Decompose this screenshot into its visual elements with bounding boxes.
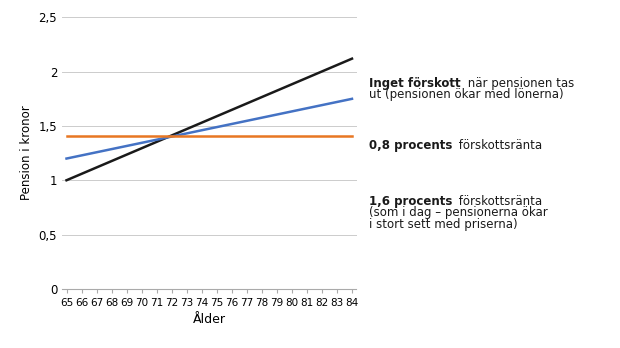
Text: (som i dag – pensionerna ökar: (som i dag – pensionerna ökar [369,206,547,219]
Text: Inget förskott: Inget förskott [369,77,461,89]
Text: förskottsränta: förskottsränta [455,139,542,152]
Text: 1,6 procents: 1,6 procents [369,195,452,208]
X-axis label: Ålder: Ålder [193,314,226,326]
Text: ut (pensionen ökar med lönerna): ut (pensionen ökar med lönerna) [369,88,564,101]
Text: förskottsränta: förskottsränta [455,195,542,208]
Y-axis label: Pension i kronor: Pension i kronor [20,106,33,200]
Text: när pensionen tas: när pensionen tas [464,77,574,89]
Text: i stort sett med priserna): i stort sett med priserna) [369,218,518,231]
Text: 0,8 procents: 0,8 procents [369,139,452,152]
